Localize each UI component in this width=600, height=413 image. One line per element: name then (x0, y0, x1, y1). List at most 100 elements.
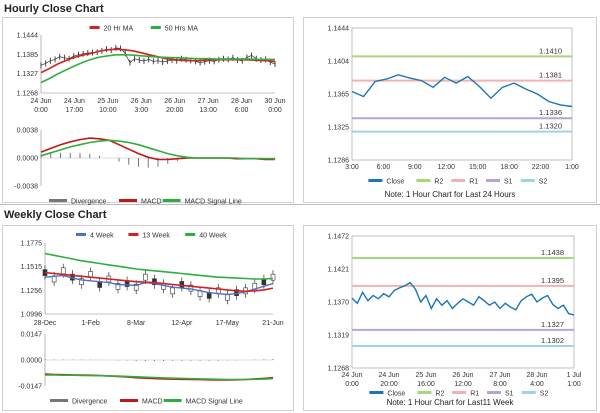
weekly-price-xtick: 28-Dec (34, 320, 57, 327)
hourly-levels-xtick: 18:00 (500, 164, 518, 171)
hourly-macd-legend-swatch (49, 199, 67, 202)
hourly-price-panel: 20 Hr MA 50 Hrs MA 1.1444 1.1385 1.1327 1.126… (2, 17, 294, 206)
hourly-price-ytick: 1.1268 (17, 91, 39, 98)
weekly-levels-legend-label: S1 (505, 391, 514, 398)
weekly-levels-legend-label: R2 (435, 391, 444, 398)
weekly-price-legend-label: 4 Week (90, 233, 114, 240)
hourly-price-xtick: 3:00 (134, 107, 148, 114)
hourly-levels-legend-swatch (368, 179, 383, 182)
weekly-macd-legend-label: MACD Signal Line (186, 399, 243, 406)
hourly-price-xtick: 26 Jun (131, 98, 152, 105)
weekly-macd-ytick: -0.0147 (18, 384, 42, 391)
hourly-levels-level-label: 1.1410 (539, 46, 562, 55)
weekly-price-legend-swatch (185, 233, 196, 236)
weekly-levels-legend-label: R1 (470, 391, 479, 398)
weekly-levels-xtick: 24 Jun (341, 372, 362, 379)
weekly-price-legend-swatch (76, 233, 86, 236)
weekly-levels-xtick: 12:00 (454, 381, 472, 388)
hourly-levels-level-label: 1.1381 (539, 71, 562, 80)
hourly-price-xtick: 28 Jun (231, 98, 252, 105)
hourly-price-ytick: 1.1385 (17, 52, 39, 59)
weekly-candle-body (115, 282, 121, 290)
hourly-macd-series-macd-signal-line (40, 139, 275, 160)
weekly-candle-body (143, 273, 148, 281)
weekly-price-legend-label: 40 Week (199, 233, 227, 240)
hourly-price-xtick: 17:00 (66, 107, 84, 114)
hourly-price-xtick: 20:00 (166, 107, 184, 114)
hourly-levels-xtick: 6:00 (377, 164, 391, 171)
weekly-levels-legend-label: Close (387, 391, 405, 398)
weekly-macd-legend-swatch (120, 399, 138, 402)
weekly-levels-xtick: 1 Jul (567, 372, 582, 379)
hourly-price-xtick: 24 Jun (30, 98, 51, 105)
hourly-levels-ytick: 1.1444 (328, 26, 350, 33)
hourly-levels-level-label: 1.1336 (539, 108, 562, 117)
hourly-levels-legend-swatch (520, 179, 535, 182)
weekly-levels-legend-label: S2 (540, 391, 549, 398)
hourly-levels-xtick: 1:00 (565, 164, 579, 171)
weekly-levels-legend-swatch (452, 391, 467, 394)
hourly-ma50-series (40, 54, 275, 84)
hourly-price-legend-label: 20 Hr MA (104, 26, 134, 33)
weekly-candle-body (79, 278, 84, 286)
hourly-levels-xtick: 3:00 (345, 164, 359, 171)
weekly-price-xtick: 8-Mar (127, 320, 146, 327)
hourly-levels-xtick: 9:00 (408, 164, 422, 171)
hourly-levels-xtick: 12:00 (438, 164, 456, 171)
weekly-levels-legend-swatch (487, 391, 501, 394)
hourly-macd-series-macd (40, 137, 275, 161)
weekly-macd-legend-swatch (50, 399, 68, 402)
hourly-price-xtick: 13:00 (199, 107, 217, 114)
weekly-levels-xtick: 27 Jun (489, 372, 510, 379)
hourly-price-xtick: 27 Jun (198, 98, 219, 105)
weekly-price-legend-label: 13 Week (142, 233, 170, 240)
weekly-macd-series-macd-signal-line (45, 374, 274, 381)
hourly-levels-chart: 1.1444 1.1404 1.1365 1.1325 1.1286 1.1410 1.13… (328, 26, 579, 186)
hourly-levels-ytick: 1.1286 (328, 158, 350, 165)
weekly-price-ytick: 1.0996 (21, 312, 43, 319)
weekly-levels-level-label: 1.1327 (541, 320, 564, 329)
hourly-macd-legend-label: MACD (141, 199, 162, 206)
weekly-levels-legend-swatch (521, 391, 536, 394)
weekly-price-xtick: 1-Feb (81, 320, 99, 327)
weekly-macd-ytick: 0.0147 (21, 332, 43, 339)
hourly-price-xtick: 0:00 (34, 107, 48, 114)
weekly-levels-xtick: 4:00 (530, 381, 544, 388)
weekly-levels-ytick: 1.1319 (328, 333, 350, 340)
weekly-levels-level-label: 1.1438 (541, 248, 564, 257)
weekly-levels-ytick: 1.1268 (328, 366, 350, 373)
weekly-price-xtick: 17-May (216, 320, 240, 327)
hourly-levels-panel: 1.1444 1.1404 1.1365 1.1325 1.1286 1.1410 1.13… (303, 17, 597, 203)
hourly-section-title: Hourly Close Chart (4, 3, 104, 15)
hourly-levels-ytick: 1.1325 (328, 125, 350, 132)
weekly-price-legend-swatch (128, 233, 139, 236)
hourly-levels-legend-label: R1 (469, 179, 478, 186)
hourly-levels-ytick: 1.1404 (328, 59, 350, 66)
weekly-section-title: Weekly Close Chart (4, 209, 107, 221)
weekly-levels-legend-swatch (369, 391, 384, 394)
section-divider (0, 204, 600, 205)
weekly-levels-xtick: 26 Jun (452, 372, 473, 379)
hourly-levels-legend-label: S2 (539, 179, 548, 186)
weekly-candle-body (270, 273, 276, 281)
hourly-price-xtick: 0:00 (268, 107, 282, 114)
hourly-levels-legend-swatch (486, 179, 500, 182)
weekly-price-ytick: 1.1515 (21, 264, 43, 271)
weekly-candle-body (133, 283, 139, 291)
hourly-price-ytick: 1.1444 (17, 33, 39, 40)
weekly-levels-xtick: 0:00 (345, 381, 359, 388)
weekly-macd-legend-label: Divergence (72, 399, 108, 406)
hourly-macd-legend-label: Divergence (71, 199, 107, 206)
hourly-note: Note: 1 Hour Chart for Last 24 Hours (384, 190, 516, 199)
hourly-price-ytick: 1.1327 (17, 71, 39, 78)
hourly-levels-xtick: 15:00 (469, 164, 487, 171)
weekly-levels-plot-frame (351, 235, 575, 369)
weekly-levels-xtick: 24 Jun (378, 372, 399, 379)
weekly-levels-xtick: 25 Jun (415, 372, 436, 379)
hourly-price-legend-swatch (89, 26, 100, 29)
hourly-levels-plot-frame (351, 27, 573, 161)
weekly-macd-legend-swatch (163, 399, 182, 402)
hourly-levels-legend-label: Close (386, 179, 404, 186)
weekly-levels-xtick: 28 Jun (526, 372, 547, 379)
weekly-4week-series (44, 274, 274, 296)
